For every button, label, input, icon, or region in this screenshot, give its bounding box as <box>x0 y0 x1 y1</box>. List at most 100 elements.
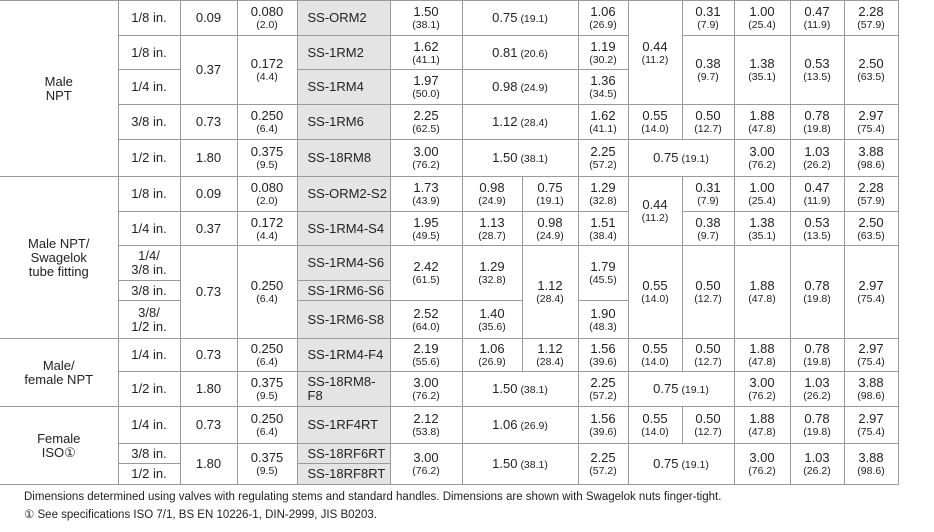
table-cell: 1.03 (26.2) <box>789 443 845 485</box>
cell-line: (7.9) <box>697 19 719 31</box>
cell-line: (14.0) <box>641 356 669 368</box>
table-cell: 2.42 (61.5) <box>389 245 463 301</box>
cell-line: (38.1) <box>520 459 548 471</box>
table-cell: 0.250 (6.4) <box>236 104 298 140</box>
table-cell: 0.53 (13.5) <box>789 211 845 246</box>
cell-line: (62.5) <box>412 123 440 135</box>
cell-line: (38.4) <box>589 229 617 242</box>
table-cell: 1.03 (26.2) <box>789 371 845 407</box>
table-cell: 1.97 (50.0) <box>389 69 463 105</box>
cell-line: (26.9) <box>478 356 506 368</box>
table-cell: SS-1RM4-S4 <box>296 211 391 246</box>
cell-line: (38.1) <box>520 384 548 396</box>
dimension-table: Male NPT 1/8 in. 0.09 0.080 (2.0) SS-ORM2 1.50(… <box>0 0 899 485</box>
cell-line: (47.8) <box>748 356 776 368</box>
cell-line: 0.98 <box>537 214 563 230</box>
table-cell: 1.06 (26.9) <box>461 338 523 372</box>
table-cell: 2.50 (63.5) <box>843 211 899 246</box>
cell-line: (4.4) <box>256 229 278 242</box>
cell-line: (41.1) <box>589 123 617 135</box>
cell-line: 0.55 <box>642 341 668 356</box>
table-cell: 0.50 (12.7) <box>681 338 735 372</box>
cell-line: 0.50 <box>695 341 721 356</box>
cell-line: (39.6) <box>589 426 617 438</box>
table-cell: 1.12 (28.4) <box>521 245 579 339</box>
table-cell: 1.00 (25.4) <box>733 0 791 36</box>
table-cell: 1.06 (26.9) <box>461 406 579 444</box>
table-cell: 1.50 (38.1) <box>389 0 463 36</box>
cell-line: (4.4) <box>256 71 278 83</box>
table-cell: 1.80 <box>179 371 238 407</box>
table-cell: 3/8 in. <box>117 280 181 301</box>
cell-line: (98.6) <box>857 159 885 171</box>
cell-line: 0.47 <box>804 180 830 195</box>
cell-line: (11.9) <box>803 19 831 31</box>
cell-line: (75.4) <box>857 293 885 305</box>
cell-line: 3.00 <box>749 144 775 159</box>
cell-line: 1.88 <box>749 411 775 426</box>
table-cell: 1.03 (26.2) <box>789 139 845 177</box>
cell-line: (14.0) <box>641 293 669 305</box>
cell-line: 2.25 <box>590 144 616 159</box>
table-cell: 1.36 (34.5) <box>577 69 629 105</box>
table-row: Male NPT/Swagelok tube fitting 1/8 in. 0.09… <box>0 176 899 339</box>
cell-line: (55.6) <box>412 356 440 368</box>
cell-line: (12.7) <box>694 426 722 438</box>
table-row: 1/8 in. 0.37 0.172 (4.4) SS-1RM2 1.62 (41.1) 0.… <box>0 35 899 105</box>
cell-line: 2.97 <box>858 108 884 123</box>
table-cell: 1.73 (43.9) <box>389 176 463 212</box>
table-cell: 0.375 (9.5) <box>236 443 298 485</box>
cell-line: 1.06 <box>590 4 616 19</box>
cell-line: 1.03 <box>804 375 830 390</box>
cell-line: (19.1) <box>536 195 564 207</box>
cell-line: 1.38 <box>749 56 775 71</box>
cell-line: (41.1) <box>412 53 440 66</box>
table-cell: 0.55 (14.0) <box>627 406 683 444</box>
cell-line: 0.78 <box>804 278 830 293</box>
cell-line: (19.1) <box>520 13 548 25</box>
cell-line: tube fitting <box>28 263 89 279</box>
cell-line: 2.97 <box>858 411 884 426</box>
table-cell: 3.00 (76.2) <box>733 443 791 485</box>
table-cell: 0.172 (4.4) <box>236 211 298 246</box>
table-cell: 2.52 (64.0) <box>389 300 463 339</box>
table-cell: 3.00 (76.2) <box>733 371 791 407</box>
table-cell: 1/4/3/8 in. <box>117 245 181 281</box>
table-cell: 1.50 (38.1) <box>461 443 579 485</box>
cell-line: (12.7) <box>694 123 722 135</box>
cell-line: 0.75 <box>653 381 679 396</box>
cell-line: (63.5) <box>857 229 885 242</box>
table-cell: 3/8 in. <box>117 443 181 464</box>
cell-line: (76.2) <box>748 465 776 477</box>
cell-line: 2.25 <box>590 450 616 465</box>
table-cell: 0.172 (4.4) <box>236 35 298 105</box>
cell-line: (43.9) <box>412 195 440 207</box>
cell-line: 3.00 <box>749 375 775 390</box>
cell-line: (28.4) <box>536 356 564 368</box>
cell-line: 0.50 <box>695 411 721 426</box>
cell-line: (28.4) <box>536 293 564 305</box>
cell-line: (25.4) <box>748 195 776 207</box>
cell-line: Male/ <box>42 357 75 373</box>
cell-line: (38.1) <box>520 153 548 165</box>
table-row: 1/2 in. SS-18RF8RT <box>0 463 898 485</box>
cell-line: (20.6) <box>520 47 548 60</box>
cell-line: 1.88 <box>749 278 775 293</box>
cell-line: (11.2) <box>641 212 669 224</box>
table-cell: SS-1RM6-S6 <box>296 280 391 301</box>
cell-line: 2.28 <box>858 4 884 19</box>
cell-line: 3.00 <box>413 375 439 390</box>
cell-line: 0.44 <box>642 38 668 54</box>
cell-line: Male <box>44 73 73 89</box>
cell-line: 1.00 <box>749 180 775 195</box>
cell-line: 0.75 <box>537 180 563 195</box>
table-cell: 0.55 (14.0) <box>627 338 683 372</box>
table-row: 1/4 in. 0.37 0.172 (4.4) SS-1RM4-S4 1.95 (49.5… <box>0 211 899 246</box>
cell-line: 0.50 <box>695 278 721 293</box>
table-row: Male NPT 1/8 in. 0.09 0.080 (2.0) SS-ORM2 1.50(… <box>0 0 899 177</box>
table-cell: 0.38 (9.7) <box>681 211 735 246</box>
cell-line: 2.97 <box>858 278 884 293</box>
table-cell: 3.00 (76.2) <box>389 443 463 485</box>
cell-line: (24.9) <box>520 82 548 94</box>
